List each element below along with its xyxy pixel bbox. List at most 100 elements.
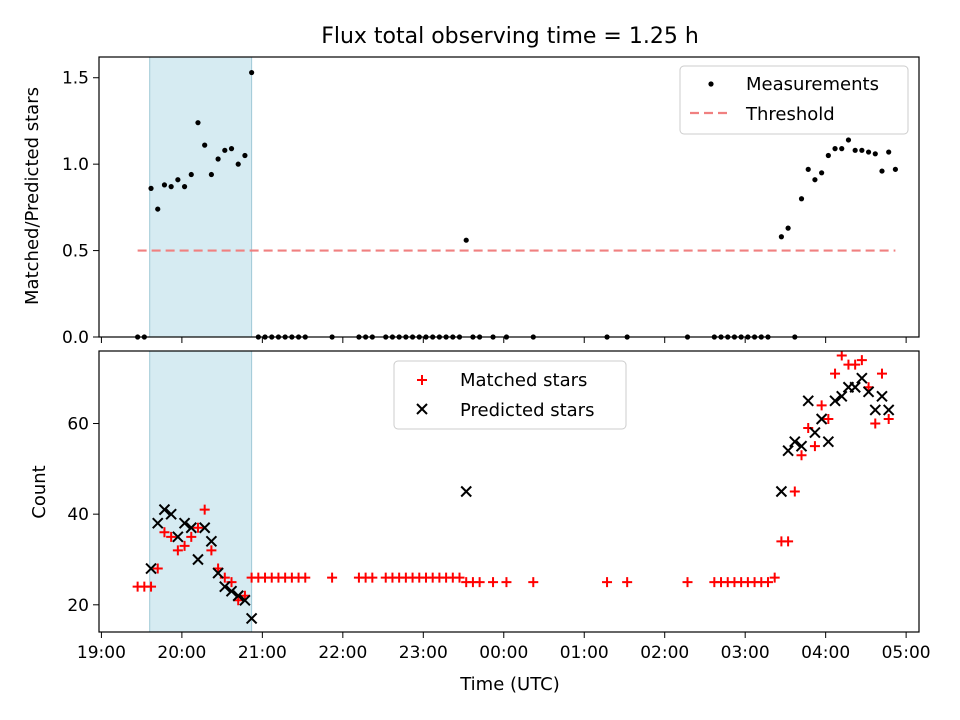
measurement-point (819, 170, 825, 176)
measurement-point (168, 184, 174, 190)
predicted-star-point (856, 372, 868, 384)
measurement-point (188, 171, 194, 178)
measurement-point (195, 120, 201, 126)
matched-star-point (783, 536, 794, 547)
measurement-point (852, 147, 858, 153)
matched-star-point (199, 504, 210, 515)
predicted-star-point (219, 580, 231, 593)
predicted-star-point (882, 404, 895, 416)
predicted-star-point (178, 517, 191, 529)
measurement-point (148, 185, 154, 191)
x-tick-label: 04:00 (801, 643, 850, 663)
measurement-point (798, 196, 805, 202)
measurement-point (155, 206, 161, 212)
predicted-star-point (152, 517, 164, 529)
predicted-star-point (815, 413, 828, 425)
legend-predicted-marker (416, 403, 428, 415)
measurement-point (839, 146, 845, 152)
matched-star-point (367, 572, 378, 583)
legend-box (679, 65, 909, 135)
matched-star-point (300, 572, 311, 583)
matched-star-point (682, 577, 693, 588)
measurement-point (886, 149, 892, 155)
predicted-star-point (165, 508, 177, 520)
matched-star-point (823, 413, 834, 424)
measurement-point (175, 177, 181, 183)
predicted-star-point (145, 562, 157, 575)
matched-star-point (501, 577, 512, 588)
predicted-star-point (869, 404, 881, 416)
matched-star-point (146, 581, 157, 592)
predicted-star-point (185, 522, 197, 534)
predicted-star-point (212, 567, 224, 579)
measurement-point (215, 156, 221, 162)
predicted-star-point (239, 594, 251, 606)
chart-title: Flux total observing time = 1.25 h (321, 24, 699, 49)
measurement-point (249, 69, 255, 76)
measurement-point (892, 166, 898, 172)
measurement-point (228, 146, 235, 152)
matched-star-point (192, 522, 203, 533)
y-tick-label: 1.5 (62, 69, 89, 89)
matched-star-point (830, 368, 841, 379)
y-tick-label: 0.5 (62, 242, 89, 262)
legend-matched-label: Matched stars (460, 370, 587, 391)
matched-star-point (454, 572, 465, 583)
bottom-y-axis-label: Count (29, 465, 50, 518)
predicted-star-point (849, 381, 861, 393)
predicted-star-point (862, 386, 875, 398)
legend-predicted-label: Predicted stars (460, 400, 594, 421)
y-tick-label: 60 (67, 415, 89, 435)
matched-star-point (327, 572, 338, 583)
predicted-star-point (245, 612, 258, 625)
matched-star-point (836, 350, 847, 361)
predicted-star-point (232, 590, 244, 602)
top-y-axis-label: Matched/Predicted stars (22, 87, 43, 305)
matched-star-point (488, 577, 499, 588)
x-tick-label: 20:00 (157, 643, 206, 663)
highlight-span (149, 350, 253, 633)
top-axes-frame (98, 56, 920, 338)
predicted-star-point (795, 440, 808, 452)
x-tick-label: 22:00 (318, 643, 367, 663)
x-tick-label: 00:00 (479, 643, 528, 663)
matched-star-point (186, 531, 197, 542)
predicted-star-point (198, 522, 211, 534)
matched-star-point (883, 413, 894, 424)
predicted-star-point (460, 485, 472, 498)
top-legend: Measurements Threshold (679, 65, 909, 135)
matched-star-point (179, 540, 190, 551)
measurement-point (832, 146, 838, 152)
top-panel: 0.0 0.5 1.0 1.5 Measurements Threshold (62, 56, 920, 348)
y-tick-label: 20 (67, 596, 89, 616)
predicted-star-point (172, 531, 184, 543)
predicted-star-point (809, 426, 821, 439)
measurement-point (872, 151, 878, 157)
measurement-point (235, 161, 241, 167)
matched-star-point (789, 486, 800, 497)
matched-star-point (206, 545, 217, 556)
y-tick-label: 1.0 (62, 155, 89, 175)
predicted-star-point (205, 535, 218, 548)
x-tick-label: 02:00 (640, 643, 689, 663)
matched-star-point (622, 577, 633, 588)
measurement-point (879, 168, 885, 174)
predicted-star-point (775, 485, 788, 498)
matched-star-point (876, 368, 887, 379)
measurement-point (463, 237, 469, 243)
predicted-star-point (789, 435, 801, 448)
matched-star-point (172, 545, 183, 556)
y-tick-label: 0.0 (62, 328, 89, 348)
legend-box (393, 360, 627, 430)
measurement-point (845, 137, 852, 143)
x-tick-label: 19:00 (77, 643, 126, 663)
matched-star-point (796, 450, 807, 461)
measurement-point (812, 177, 818, 183)
measurement-point (208, 171, 214, 178)
predicted-star-point (802, 395, 814, 407)
predicted-star-point (782, 445, 794, 457)
x-tick-label: 05:00 (882, 643, 931, 663)
measurement-point (805, 166, 811, 172)
x-tick-label: 01:00 (560, 643, 609, 663)
